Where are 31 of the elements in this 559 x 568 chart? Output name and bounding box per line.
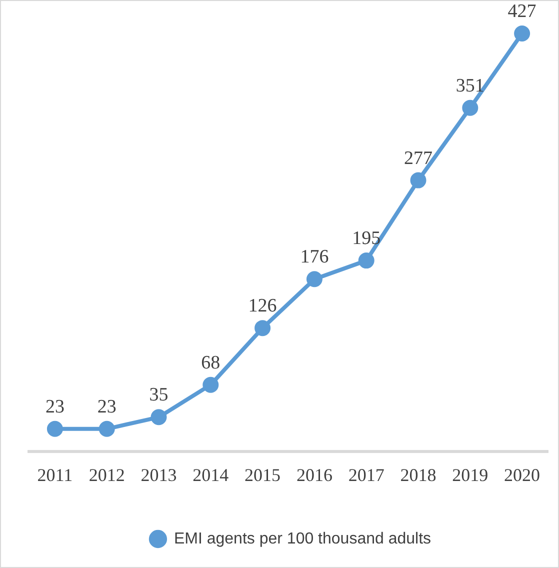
- point: [254, 320, 271, 336]
- point: [98, 420, 115, 437]
- data-label: 23: [97, 396, 116, 418]
- point: [410, 172, 426, 188]
- data-label: 35: [149, 384, 168, 406]
- point: [358, 252, 374, 269]
- x-tick-label: 2012: [88, 464, 125, 485]
- data-label: 176: [300, 246, 329, 268]
- x-tick-label: 2016: [296, 464, 332, 485]
- data-label: 126: [248, 296, 277, 317]
- data-label: 427: [508, 0, 536, 22]
- x-tick-label: 2018: [400, 464, 436, 485]
- x-tick-label: 2019: [452, 464, 488, 485]
- x-tick-label: 2011: [37, 464, 73, 485]
- point: [462, 100, 478, 116]
- x-tick-label: 2017: [348, 464, 384, 485]
- x-tick-label: 2015: [244, 464, 281, 485]
- x-tick-label: 2014: [192, 464, 229, 485]
- x-tick-label: 2013: [140, 464, 177, 485]
- legend-label: EMI agents per 100 thousand adults: [174, 530, 432, 548]
- x-tick-label: 2020: [504, 464, 540, 485]
- data-label: 23: [45, 396, 64, 418]
- point: [514, 26, 530, 42]
- point: [306, 271, 322, 288]
- data-label: 68: [201, 352, 220, 374]
- point: [150, 409, 167, 426]
- data-label: 195: [352, 228, 381, 250]
- point: [46, 420, 63, 437]
- point: [202, 376, 219, 393]
- data-label: 351: [456, 75, 484, 96]
- data-label: 277: [404, 148, 432, 169]
